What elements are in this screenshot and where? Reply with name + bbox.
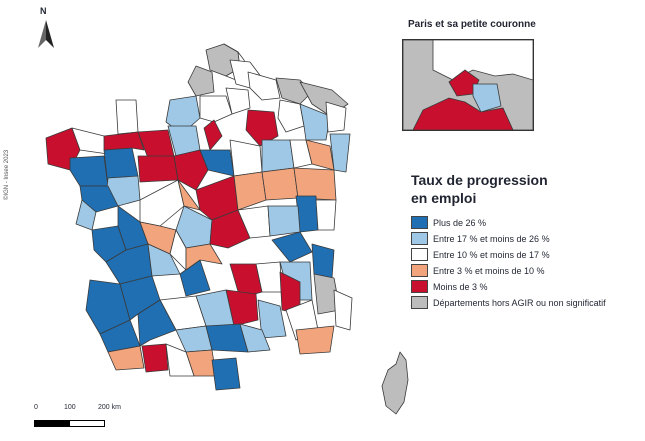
- scale-label: 100: [64, 404, 76, 411]
- scale-segment: [34, 420, 70, 427]
- legend-title: Taux de progression en emploi: [411, 171, 641, 207]
- department-region: [139, 179, 185, 227]
- department-region: [165, 343, 195, 377]
- department-region: [209, 209, 251, 249]
- department-region: [293, 167, 337, 201]
- department-region: [315, 199, 337, 231]
- department-region: [261, 167, 299, 201]
- corsica: [381, 351, 409, 415]
- legend-swatch: [411, 280, 428, 293]
- legend-item: Départements hors AGIR ou non significat…: [411, 295, 641, 310]
- department-region: [177, 179, 201, 211]
- department-region: [103, 131, 145, 151]
- department-region: [211, 357, 241, 391]
- department-region: [69, 155, 109, 187]
- legend-item: Entre 17 % et moins de 26 %: [411, 231, 641, 246]
- department-region: [305, 139, 335, 171]
- legend-label: Entre 17 % et moins de 26 %: [433, 233, 550, 244]
- department-region: [203, 119, 223, 151]
- legend-item: Entre 3 % et moins de 10 %: [411, 263, 641, 278]
- north-label: N: [40, 6, 47, 16]
- department-region: [257, 299, 287, 339]
- legend-label: Départements hors AGIR ou non significat…: [433, 297, 606, 308]
- department-region: [325, 101, 347, 133]
- department-region: [271, 231, 313, 263]
- department-region: [267, 205, 301, 237]
- department-region: [137, 129, 175, 159]
- department-region: [137, 299, 177, 347]
- department-region: [225, 87, 251, 115]
- legend-swatch: [411, 248, 428, 261]
- department-region: [185, 243, 223, 271]
- department-region: [239, 323, 271, 353]
- department-region: [173, 149, 209, 191]
- department-region: [229, 139, 263, 177]
- legend: Taux de progression en emploi Plus de 26…: [411, 171, 641, 311]
- legend-swatch: [411, 216, 428, 229]
- legend-label: Entre 10 % et moins de 17 %: [433, 249, 550, 260]
- legend-item: Plus de 26 %: [411, 215, 641, 230]
- department-region: [187, 65, 215, 97]
- department-region: [329, 133, 351, 173]
- legend-item: Entre 10 % et moins de 17 %: [411, 247, 641, 262]
- legend-item: Moins de 3 %: [411, 279, 641, 294]
- department-region: [141, 343, 169, 373]
- department-region: [295, 325, 335, 355]
- legend-title-line2: en emploi: [411, 190, 477, 206]
- legend-label: Plus de 26 %: [433, 217, 487, 228]
- scale-bar: 0 100 200 km: [34, 404, 204, 434]
- legend-title-line1: Taux de progression: [411, 172, 548, 188]
- legend-label: Moins de 3 %: [433, 281, 488, 292]
- legend-swatch: [411, 296, 428, 309]
- department-region: [233, 171, 267, 211]
- department-region: [199, 95, 233, 123]
- department-region: [107, 345, 145, 371]
- legend-label: Entre 3 % et moins de 10 %: [433, 265, 545, 276]
- scale-label: 0: [34, 404, 38, 411]
- department-region: [247, 71, 281, 101]
- north-arrow-icon: [38, 20, 54, 48]
- department-region: [299, 103, 331, 141]
- copyright-text: ©IGN - Insee 2023: [4, 149, 10, 200]
- department-region: [277, 99, 305, 133]
- scale-segment: [69, 420, 105, 427]
- department-region: [261, 139, 295, 173]
- department-region: [137, 155, 179, 183]
- department-region: [333, 289, 353, 331]
- scale-label: 200 km: [98, 404, 121, 411]
- paris-inset-map: [402, 39, 534, 131]
- legend-swatch: [411, 232, 428, 245]
- department-region: [115, 99, 139, 135]
- legend-swatch: [411, 264, 428, 277]
- department-region: [311, 243, 335, 279]
- inset-title: Paris et sa petite couronne: [408, 19, 536, 30]
